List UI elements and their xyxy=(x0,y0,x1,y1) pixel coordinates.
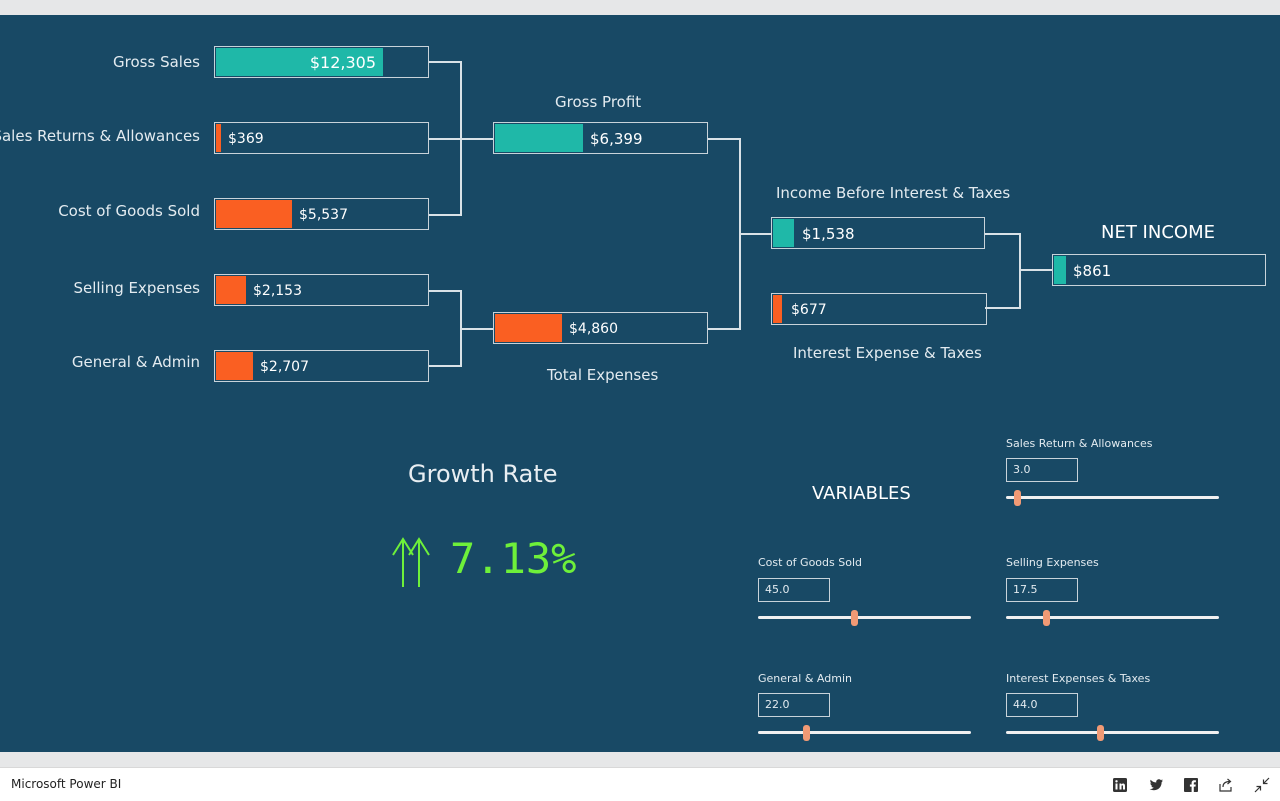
bar-fill xyxy=(216,48,383,76)
var-label-cogs: Cost of Goods Sold xyxy=(758,556,862,569)
bar-fill xyxy=(1054,256,1066,284)
label-selling-expenses: Selling Expenses xyxy=(73,279,200,297)
status-bar: Microsoft Power BI xyxy=(0,767,1280,801)
collapse-icon[interactable] xyxy=(1254,777,1270,793)
bar-value: $2,153 xyxy=(253,283,302,299)
bar-fill xyxy=(495,124,583,152)
bar-value: $861 xyxy=(1073,262,1112,280)
bar-general-admin[interactable]: $2,707 xyxy=(214,350,429,382)
bar-fill xyxy=(773,295,782,323)
canvas-gap xyxy=(0,752,1280,767)
bar-net-income[interactable]: $861 xyxy=(1052,254,1266,286)
bar-gross-sales[interactable]: $12,305 xyxy=(214,46,429,78)
var-label-general-admin: General & Admin xyxy=(758,672,852,685)
connector-ebit-bracket xyxy=(708,138,741,330)
slider-interest[interactable] xyxy=(1006,725,1219,741)
slider-selling-expenses[interactable] xyxy=(1006,610,1219,626)
bar-value: $2,707 xyxy=(260,359,309,375)
growth-rate-value: 7.13% xyxy=(450,534,577,583)
label-interest: Interest Expense & Taxes xyxy=(793,344,982,362)
var-input-sales-returns[interactable]: 3.0 xyxy=(1006,458,1078,482)
bar-value: $369 xyxy=(228,131,264,147)
var-input-selling-expenses[interactable]: 17.5 xyxy=(1006,578,1078,602)
var-input-interest[interactable]: 44.0 xyxy=(1006,693,1078,717)
bar-fill xyxy=(495,314,562,342)
var-label-interest: Interest Expenses & Taxes xyxy=(1006,672,1151,685)
report-canvas: Gross Sales Sales Returns & Allowances C… xyxy=(0,15,1280,752)
bar-fill xyxy=(216,124,221,152)
connector-gross-profit xyxy=(429,138,493,140)
bar-fill xyxy=(216,200,292,228)
label-general-admin: General & Admin xyxy=(71,353,200,371)
bar-value: $12,305 xyxy=(309,53,376,72)
var-input-general-admin[interactable]: 22.0 xyxy=(758,693,830,717)
bar-value: $4,860 xyxy=(569,321,618,337)
label-net-income: NET INCOME xyxy=(1101,222,1215,243)
top-bar xyxy=(0,0,1280,15)
share-icon[interactable] xyxy=(1218,777,1234,793)
bar-fill xyxy=(216,276,246,304)
bar-fill xyxy=(216,352,253,380)
var-input-cogs[interactable]: 45.0 xyxy=(758,578,830,602)
bar-gross-profit[interactable]: $6,399 xyxy=(493,122,708,154)
slider-thumb[interactable] xyxy=(1097,725,1104,741)
bar-value: $677 xyxy=(791,302,827,318)
slider-thumb[interactable] xyxy=(803,725,810,741)
connector-ebit xyxy=(741,233,771,235)
label-gross-profit: Gross Profit xyxy=(555,93,642,111)
linkedin-icon[interactable] xyxy=(1112,777,1128,793)
connector-net-bracket xyxy=(985,233,1021,309)
variables-title: VARIABLES xyxy=(812,483,911,504)
slider-sales-returns[interactable] xyxy=(1006,490,1219,506)
growth-rate-title: Growth Rate xyxy=(408,460,558,488)
bar-value: $6,399 xyxy=(590,130,643,148)
bar-fill xyxy=(773,219,794,247)
slider-thumb[interactable] xyxy=(1043,610,1050,626)
up-arrow-icon xyxy=(392,537,430,587)
label-gross-sales: Gross Sales xyxy=(113,53,200,71)
bar-total-expenses[interactable]: $4,860 xyxy=(493,312,708,344)
var-label-sales-returns: Sales Return & Allowances xyxy=(1006,437,1153,450)
connector-total-expenses xyxy=(462,328,493,330)
connector-expenses-bracket xyxy=(429,290,462,367)
app-name: Microsoft Power BI xyxy=(11,777,122,791)
label-cogs: Cost of Goods Sold xyxy=(58,202,200,220)
slider-general-admin[interactable] xyxy=(758,725,971,741)
bar-value: $1,538 xyxy=(802,225,855,243)
twitter-icon[interactable] xyxy=(1148,777,1164,793)
slider-thumb[interactable] xyxy=(851,610,858,626)
slider-thumb[interactable] xyxy=(1014,490,1021,506)
bar-cogs[interactable]: $5,537 xyxy=(214,198,429,230)
bar-sales-returns[interactable]: $369 xyxy=(214,122,429,154)
slider-cogs[interactable] xyxy=(758,610,971,626)
connector-net-income xyxy=(1021,269,1052,271)
bar-interest[interactable]: $677 xyxy=(771,293,987,325)
bar-value: $5,537 xyxy=(299,207,348,223)
var-label-selling-expenses: Selling Expenses xyxy=(1006,556,1099,569)
label-sales-returns: Sales Returns & Allowances xyxy=(0,127,200,145)
label-ebit: Income Before Interest & Taxes xyxy=(776,184,1011,202)
bar-ebit[interactable]: $1,538 xyxy=(771,217,985,249)
facebook-icon[interactable] xyxy=(1183,777,1199,793)
bar-selling-expenses[interactable]: $2,153 xyxy=(214,274,429,306)
label-total-expenses: Total Expenses xyxy=(547,366,659,384)
